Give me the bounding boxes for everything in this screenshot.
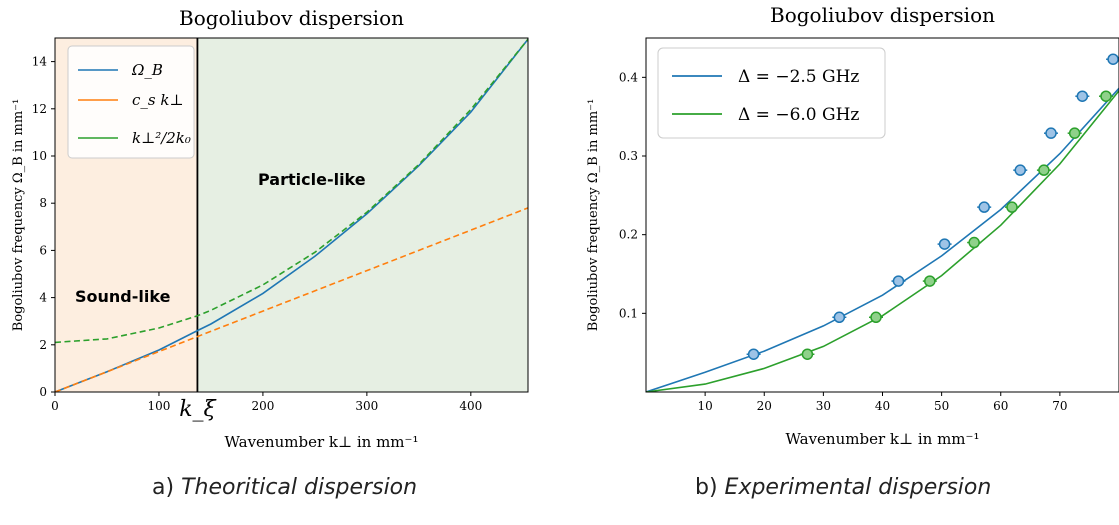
y-tick-label: 0.4 <box>619 70 638 84</box>
data-point <box>892 275 905 287</box>
caption-right-text: Experimental dispersion <box>724 475 992 500</box>
y-tick-label: 14 <box>32 55 48 69</box>
data-point <box>1045 127 1057 139</box>
caption-right: b) Experimental dispersion <box>695 475 991 500</box>
data-point <box>747 348 760 360</box>
legend-label: k⊥²/2k₀ <box>132 129 191 147</box>
caption-left-prefix: a) <box>152 475 182 500</box>
right-legend: Δ = −2.5 GHz Δ = −6.0 GHz <box>657 47 886 139</box>
data-point <box>978 201 990 213</box>
data-point <box>1038 164 1050 176</box>
legend-box <box>657 47 886 139</box>
data-point <box>1006 201 1018 213</box>
data-point <box>938 238 951 250</box>
legend-label: Δ = −2.5 GHz <box>738 67 859 87</box>
series-line-2 <box>55 38 528 344</box>
x-tick-label: 10 <box>697 399 712 413</box>
y-tick-label: 10 <box>32 149 47 163</box>
y-tick-label: 4 <box>39 291 47 305</box>
series-line-1 <box>55 207 528 392</box>
caption-left: a) Theoritical dispersion <box>152 475 417 500</box>
right-chart-title: Bogoliubov dispersion <box>770 3 995 27</box>
x-tick-label: 20 <box>757 399 772 413</box>
y-tick-label: 0.3 <box>619 149 638 163</box>
x-tick-label: 200 <box>251 399 274 413</box>
right-x-axis-label: Wavenumber k⊥ in mm⁻¹ <box>786 430 980 448</box>
legend-label: Ω_B <box>131 61 163 79</box>
x-tick-label: 70 <box>1052 399 1067 413</box>
data-point <box>924 275 936 287</box>
x-tick-label: 100 <box>148 399 171 413</box>
data-point <box>801 348 814 360</box>
right-y-axis-label: Bogoliubov frequency Ω_B in mm⁻¹ <box>586 99 601 331</box>
x-tick-label: 60 <box>993 399 1008 413</box>
figure: 0 100 200 300 400 0 2 4 6 8 10 12 14 Bogoliubov disp… <box>11 3 1119 451</box>
y-tick-label: 0.1 <box>619 306 638 320</box>
y-tick-label: 2 <box>39 338 47 352</box>
data-point <box>1100 90 1112 102</box>
data-point <box>1014 164 1027 176</box>
data-point <box>870 311 882 324</box>
series-line-0 <box>55 38 528 392</box>
caption-right-prefix: b) <box>695 475 725 500</box>
x-tick-label: 300 <box>355 399 378 413</box>
x-tick-label: 40 <box>875 399 890 413</box>
x-tick-label: 50 <box>934 399 949 413</box>
region-particle-like <box>197 38 528 392</box>
experimental-dispersion-panel: 10 20 30 40 50 60 70 0.1 0.2 0.3 0.4 Bogoliubov di… <box>586 3 1119 448</box>
left-y-axis-label: Bogoliubov frequency Ω_B in mm⁻¹ <box>11 99 26 331</box>
legend-label: Δ = −6.0 GHz <box>738 105 859 125</box>
data-point <box>1076 90 1089 102</box>
left-x-axis-label: Wavenumber k⊥ in mm⁻¹ <box>225 433 419 451</box>
y-tick-label: 8 <box>39 196 47 210</box>
legend-label: c_s k⊥ <box>132 91 184 109</box>
data-point <box>833 311 846 324</box>
fit-line-1 <box>646 90 1119 392</box>
x-tick-label: 0 <box>51 399 59 413</box>
x-tick-label: 400 <box>459 399 482 413</box>
y-tick-label: 0.2 <box>619 228 638 242</box>
caption-left-text: Theoritical dispersion <box>181 475 418 500</box>
legend-box <box>67 45 195 159</box>
left-legend: Ω_B c_s k⊥ k⊥²/2k₀ <box>67 45 195 159</box>
theoretical-dispersion-panel: 0 100 200 300 400 0 2 4 6 8 10 12 14 Bogoliubov disp… <box>11 6 529 451</box>
k-xi-label: k_ξ <box>179 397 217 422</box>
left-chart-title: Bogoliubov dispersion <box>179 6 404 30</box>
sound-like-annotation: Sound-like <box>75 287 171 306</box>
left-plot-frame <box>54 37 529 393</box>
data-point <box>968 236 980 249</box>
y-tick-label: 6 <box>39 243 47 257</box>
particle-like-annotation: Particle-like <box>258 170 366 189</box>
y-tick-label: 0 <box>39 385 47 399</box>
data-point <box>1107 53 1119 65</box>
x-tick-label: 30 <box>816 399 831 413</box>
y-tick-label: 12 <box>32 102 47 116</box>
data-point <box>1068 127 1081 139</box>
